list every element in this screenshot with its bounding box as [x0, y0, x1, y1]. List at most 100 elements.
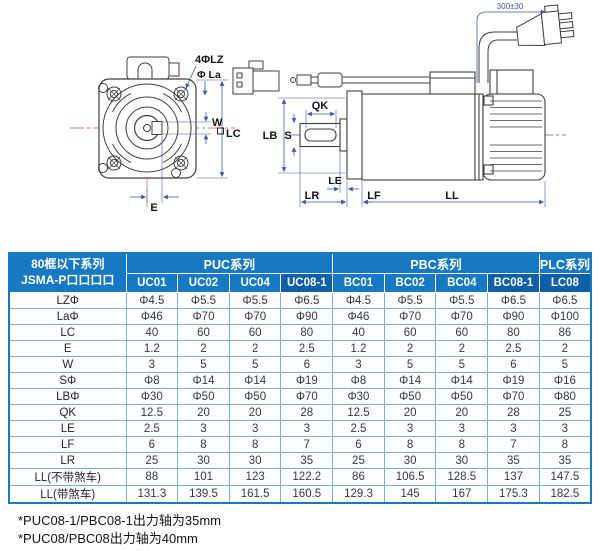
footnote-2: *PUC08/PBC08出力轴为40mm	[18, 530, 198, 546]
model-header-bc02: BC02	[383, 273, 437, 293]
spec-cell: Φ90	[280, 308, 334, 325]
spec-cell: Φ19	[487, 372, 540, 389]
spec-cell: 5	[383, 356, 437, 373]
spec-cell: 175.3	[487, 485, 540, 504]
spec-cell: Φ8	[125, 372, 179, 389]
table-row: LBΦ Φ30 Φ50 Φ50 Φ70 Φ30 Φ50 Φ50 Φ70 Φ80	[8, 388, 592, 405]
table-row: LaΦ Φ46 Φ70 Φ70 Φ90 Φ46 Φ70 Φ70 Φ90 Φ100	[8, 308, 592, 325]
model-header-bc01: BC01	[332, 273, 385, 293]
spec-cell: 30	[177, 452, 230, 469]
spec-cell: 8	[538, 436, 592, 453]
spec-cell: 129.3	[332, 485, 385, 504]
flange-outline	[98, 78, 197, 179]
spec-cell: Φ5.5	[383, 292, 437, 309]
spec-cell: Φ4.5	[125, 292, 179, 309]
bolt-holes	[98, 83, 189, 178]
spec-cell: 25	[332, 452, 385, 469]
series-title-line1: 80框以下系列	[31, 257, 105, 272]
model-header-lc08: LC08	[538, 273, 592, 293]
spec-cell: 20	[435, 404, 489, 421]
flange-circles	[102, 83, 192, 173]
row-label: LL(不带煞车)	[8, 468, 127, 486]
spec-cell: 2	[435, 340, 489, 357]
spec-cell: 160.5	[280, 485, 334, 504]
spec-cell: 3	[487, 420, 540, 437]
table-row: LL(带煞车) 131.3 139.5 161.5 160.5 129.3 145 167 17…	[8, 485, 592, 504]
row-label: W	[8, 356, 127, 373]
output-shaft	[299, 122, 341, 148]
table-row: LF 6 8 8 7 6 8 8 7 8	[8, 436, 592, 453]
spec-cell: Φ30	[332, 388, 385, 405]
spec-cell: Φ16	[538, 372, 592, 389]
spec-cell: 28	[280, 404, 334, 421]
spec-cell: 28	[487, 404, 540, 421]
power-cable-plug	[478, 4, 575, 83]
spec-cell: Φ6.5	[538, 292, 592, 309]
spec-cell: 60	[228, 324, 282, 341]
row-label: QK	[8, 404, 127, 421]
dim-label-qk: QK	[312, 100, 329, 112]
dim-label-lr: LR	[305, 190, 320, 202]
spec-cell: 2.5	[280, 340, 334, 357]
spec-cell: Φ70	[383, 308, 437, 325]
spec-cell: 122.2	[280, 468, 334, 486]
model-header-bc04: BC04	[435, 273, 489, 293]
spec-cell: Φ5.5	[177, 292, 230, 309]
spec-cell: 145	[383, 485, 437, 504]
footnote-1: *PUC08-1/PBC08-1出力轴为35mm	[18, 513, 222, 528]
spec-cell: 7	[280, 436, 334, 453]
row-label: LL(带煞车)	[8, 485, 127, 504]
spec-cell: 2	[538, 340, 592, 357]
spec-cell: Φ70	[435, 308, 489, 325]
spec-cell: 60	[435, 324, 489, 341]
spec-cell: 40	[125, 324, 179, 341]
spec-cell: 6	[332, 436, 385, 453]
motor-side-view-drawing: QK LB S LE LR LF LL 300±30	[232, 2, 575, 207]
spec-cell: 6	[487, 356, 540, 373]
spec-cell: Φ6.5	[487, 292, 540, 309]
spec-cell: Φ70	[487, 388, 540, 405]
spec-cell: 128.5	[435, 468, 489, 486]
series-group-header: PLC系列	[538, 252, 592, 274]
spec-cell: Φ50	[435, 388, 489, 405]
keyway-cut	[151, 121, 163, 135]
spec-cell: 167	[435, 485, 489, 504]
spec-cell: 101	[177, 468, 230, 486]
spec-cell: Φ70	[280, 388, 334, 405]
spec-cell: Φ46	[125, 308, 179, 325]
table-row: SΦ Φ8 Φ14 Φ14 Φ19 Φ8 Φ14 Φ14 Φ19 Φ16	[8, 372, 592, 389]
spec-cell: 30	[228, 452, 282, 469]
spec-cell: Φ8	[332, 372, 385, 389]
spec-cell: 139.5	[177, 485, 230, 504]
spec-cell: 3	[125, 356, 179, 373]
spec-cell: 1.2	[125, 340, 179, 357]
spec-cell: 25	[125, 452, 179, 469]
spec-cell: 30	[383, 452, 437, 469]
dim-label-lf: LF	[367, 190, 381, 202]
spec-cell: 147.5	[538, 468, 592, 486]
dim-label-le: LE	[328, 175, 341, 187]
row-label: LBΦ	[8, 388, 127, 405]
dim-label-s: S	[284, 130, 291, 142]
spec-cell: Φ30	[125, 388, 179, 405]
spec-cell: 5	[177, 356, 230, 373]
motor-front-view-drawing: 4ΦLZ Φ La W LC E	[70, 54, 241, 214]
spec-cell: 131.3	[125, 485, 179, 504]
spec-cell: 80	[487, 324, 540, 341]
spec-cell: 8	[383, 436, 437, 453]
spec-cell: Φ100	[538, 308, 592, 325]
spec-cell: 2	[383, 340, 437, 357]
spec-cell: 35	[280, 452, 334, 469]
spec-cell: Φ14	[383, 372, 437, 389]
spec-cell: 2	[177, 340, 230, 357]
table-row: LZΦ Φ4.5 Φ5.5 Φ5.5 Φ6.5 Φ4.5 Φ5.5 Φ5.5 Φ6.5 Φ6.5	[8, 292, 592, 309]
series-group-header: PUC系列	[125, 252, 334, 274]
spec-cell: 3	[228, 420, 282, 437]
table-row: LE 2.5 3 3 3 2.5 3 3 3 3	[8, 420, 592, 437]
spec-cell: 8	[177, 436, 230, 453]
spec-cell: Φ70	[228, 308, 282, 325]
spec-cell: 3	[177, 420, 230, 437]
spec-cell: 5	[228, 356, 282, 373]
spec-cell: Φ14	[177, 372, 230, 389]
spec-cell: 182.5	[538, 485, 592, 504]
